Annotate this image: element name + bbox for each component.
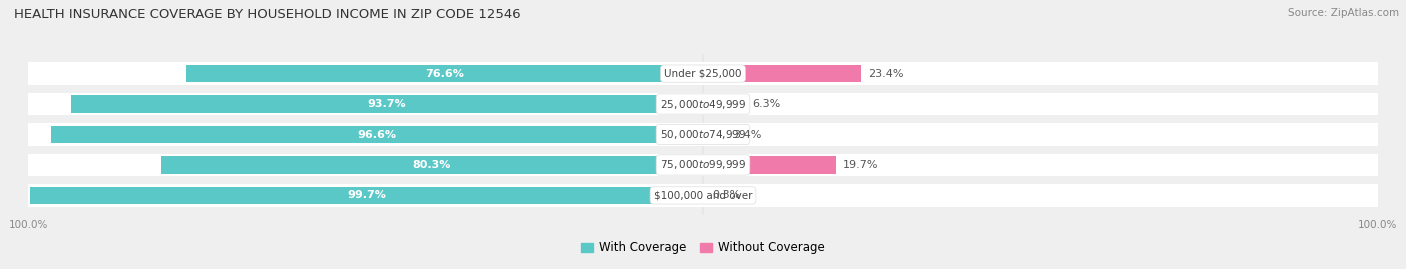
Text: 96.6%: 96.6% [357,129,396,140]
Text: 23.4%: 23.4% [868,69,903,79]
Text: 6.3%: 6.3% [752,99,780,109]
Bar [28,93,1378,115]
Text: $75,000 to $99,999: $75,000 to $99,999 [659,158,747,171]
Bar [28,154,1378,176]
Text: Under $25,000: Under $25,000 [664,69,742,79]
Text: 0.3%: 0.3% [711,190,740,200]
Bar [28,184,1378,207]
Bar [51,126,703,143]
Text: $25,000 to $49,999: $25,000 to $49,999 [659,98,747,111]
Text: 3.4%: 3.4% [733,129,761,140]
Legend: With Coverage, Without Coverage: With Coverage, Without Coverage [581,242,825,254]
Text: 19.7%: 19.7% [842,160,879,170]
Text: $100,000 and over: $100,000 and over [654,190,752,200]
Text: 76.6%: 76.6% [425,69,464,79]
Text: Source: ZipAtlas.com: Source: ZipAtlas.com [1288,8,1399,18]
Bar [703,65,860,82]
Text: 93.7%: 93.7% [367,99,406,109]
Bar [28,123,1378,146]
Bar [703,126,725,143]
Bar [703,95,745,113]
Text: 99.7%: 99.7% [347,190,387,200]
Bar [703,187,704,204]
Bar [28,62,1378,85]
Text: 80.3%: 80.3% [413,160,451,170]
Bar [162,156,703,174]
Bar [30,187,703,204]
Bar [703,156,837,174]
Text: HEALTH INSURANCE COVERAGE BY HOUSEHOLD INCOME IN ZIP CODE 12546: HEALTH INSURANCE COVERAGE BY HOUSEHOLD I… [14,8,520,21]
Bar [70,95,703,113]
Text: $50,000 to $74,999: $50,000 to $74,999 [659,128,747,141]
Bar [186,65,703,82]
